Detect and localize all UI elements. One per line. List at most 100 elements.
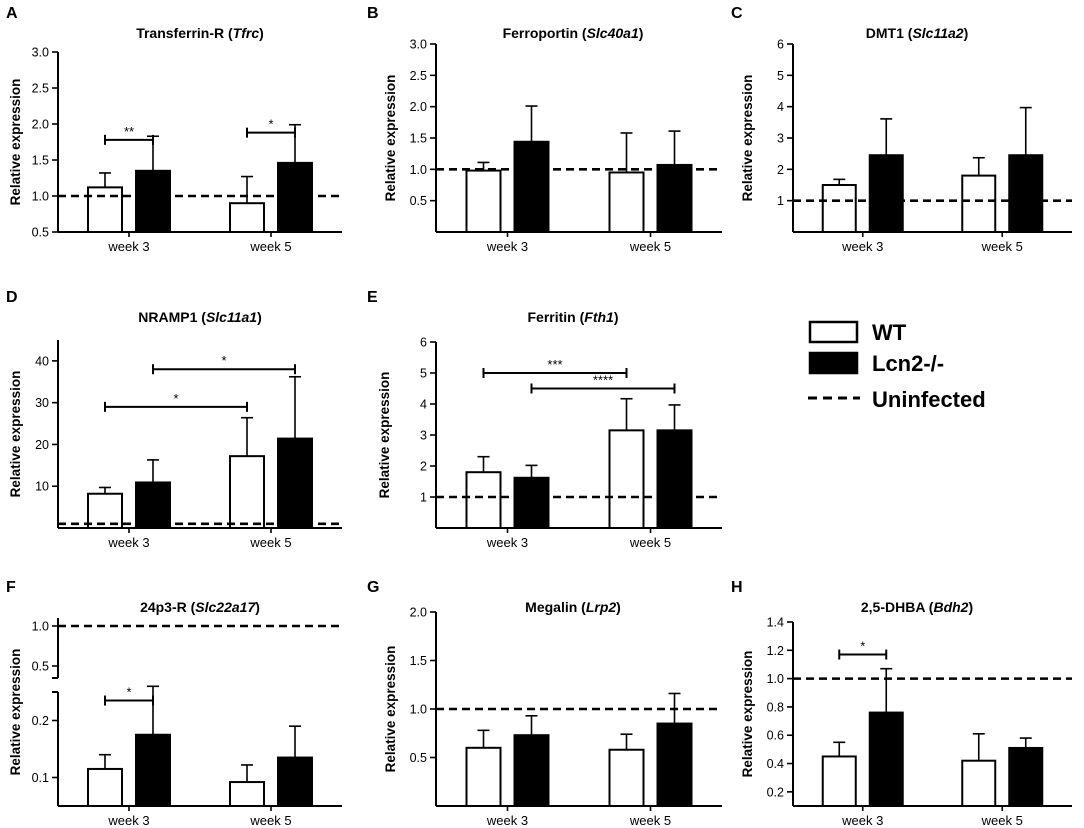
bar-ko-week3 — [135, 481, 171, 529]
y-tick-label: 5 — [420, 367, 427, 381]
x-tick-label: week 3 — [486, 239, 528, 254]
panel-f: F 24p3-R (Slc22a17) 1.0 0.5 0.2 0.1 Relative e… — [6, 579, 342, 828]
y-tick-label: 6 — [777, 38, 784, 52]
bar-wt-week5 — [608, 171, 645, 233]
bar-wt-week5 — [229, 781, 265, 807]
bar-wt-week3 — [465, 169, 502, 234]
y-tick-label: 1.0 — [410, 703, 427, 717]
y-tick-label: 0.1 — [32, 771, 49, 785]
y-axis-label: Relative expression — [383, 75, 398, 202]
y-tick-label: 0.4 — [767, 757, 784, 771]
panel-title: Transferrin-R (Tfrc) — [136, 25, 264, 41]
y-tick-label: 2.0 — [410, 606, 427, 620]
panel-title-gene: Fth1 — [584, 309, 614, 325]
y-tick-label: 1.4 — [767, 616, 784, 630]
y-tick-label: 0.5 — [410, 751, 427, 765]
panel-title-text: 2,5-DHBA ( — [861, 599, 934, 615]
bar-ko-week5 — [1008, 746, 1044, 808]
panel-title: Ferritin (Fth1) — [527, 309, 618, 325]
panel-title-end: ) — [255, 599, 260, 615]
panel-title-end: ) — [964, 25, 969, 41]
y-tick-label: 1.0 — [767, 672, 784, 686]
x-tick-label: week 5 — [629, 535, 671, 550]
panel-title-gene: Slc40a1 — [587, 25, 639, 41]
y-tick-label: 1 — [420, 491, 427, 505]
x-tick-label: week 3 — [486, 535, 528, 550]
bar-ko-week3 — [513, 140, 550, 233]
y-tick-label: 0.2 — [767, 785, 784, 799]
y-tick-label: 2 — [777, 163, 784, 177]
x-tick-label: week 5 — [629, 813, 671, 828]
bar-wt-week5 — [961, 174, 997, 234]
y-tick-label: 3 — [420, 429, 427, 443]
significance-label: **** — [593, 373, 613, 388]
bar-ko-week5 — [277, 161, 313, 234]
y-tick-label: 10 — [35, 480, 49, 494]
significance-label: * — [126, 685, 131, 700]
x-tick-label: week 5 — [981, 239, 1023, 254]
bar-wt-week3 — [87, 767, 123, 808]
bar-ko-week3 — [868, 711, 904, 807]
x-tick-label: week 5 — [249, 535, 291, 550]
panel-title-end: ) — [614, 309, 619, 325]
significance-label: *** — [547, 357, 562, 372]
y-tick-label: 2 — [420, 460, 427, 474]
panel-title-text: Ferritin ( — [527, 309, 584, 325]
bar-ko-week3 — [135, 733, 171, 807]
panel-title-text: Transferrin-R ( — [136, 25, 233, 41]
legend-wt-swatch — [808, 320, 859, 344]
significance-label: * — [268, 117, 273, 132]
y-axis-label: Relative expression — [740, 651, 755, 778]
bar-ko-week5 — [277, 437, 313, 529]
panel-title-end: ) — [616, 599, 621, 615]
bar-ko-week5 — [1008, 154, 1044, 234]
y-tick-label: 0.8 — [767, 700, 784, 714]
bar-wt-week5 — [608, 748, 645, 807]
panel-letter: G — [367, 579, 379, 596]
significance-label: * — [860, 639, 865, 654]
y-tick-label: 1.5 — [410, 654, 427, 668]
bar-wt-week5 — [229, 455, 265, 529]
bar-ko-week3 — [513, 476, 550, 529]
y-axis-label: Relative expression — [740, 75, 755, 202]
legend: WT Lcn2-/- Uninfected — [808, 320, 986, 412]
significance-label: * — [221, 353, 226, 368]
y-axis-label: Relative expression — [377, 372, 392, 499]
panel-title-end: ) — [259, 25, 264, 41]
panel-d: D NRAMP1 (Slc11a1) 40 30 20 10 Relative expres… — [6, 289, 342, 550]
x-tick-label: week 3 — [841, 239, 883, 254]
legend-uninfected-label: Uninfected — [872, 387, 986, 412]
panel-title: 24p3-R (Slc22a17) — [140, 599, 260, 615]
bar-wt-week3 — [87, 186, 123, 233]
panel-title: DMT1 (Slc11a2) — [866, 25, 968, 41]
x-tick-label: week 3 — [107, 813, 149, 828]
bar-ko-week5 — [277, 756, 313, 807]
panel-title-end: ) — [968, 599, 973, 615]
bar-wt-week5 — [229, 202, 265, 233]
x-tick-label: week 5 — [981, 813, 1023, 828]
panel-letter: H — [731, 579, 743, 596]
y-tick-label: 30 — [35, 396, 49, 410]
panel-letter: D — [6, 289, 18, 306]
y-tick-label: 4 — [777, 100, 784, 114]
panel-h: H 2,5-DHBA (Bdh2) 1.4 1.2 1.0 0.8 0.6 0.4 0.2 Rel… — [731, 579, 1072, 828]
bar-ko-week3 — [513, 734, 550, 807]
panel-letter: C — [731, 5, 743, 22]
panel-title-gene: Slc11a1 — [206, 309, 257, 325]
panel-title: NRAMP1 (Slc11a1) — [138, 309, 261, 325]
bar-ko-week5 — [656, 163, 693, 234]
y-tick-label: 3.0 — [410, 38, 427, 52]
y-tick-label: 0.5 — [32, 660, 49, 674]
y-tick-label: 1.0 — [410, 163, 427, 177]
bar-wt-week3 — [821, 755, 857, 808]
bar-ko-week3 — [135, 169, 171, 234]
significance-label: ** — [124, 124, 134, 139]
panel-title-text: DMT1 ( — [866, 25, 913, 41]
panel-e: E Ferritin (Fth1) 6 5 4 3 2 1 Relative expressio… — [367, 289, 722, 550]
legend-ko-label: Lcn2-/- — [872, 351, 944, 376]
x-tick-label: week 3 — [486, 813, 528, 828]
y-tick-label: 3.0 — [32, 46, 49, 60]
x-tick-label: week 3 — [107, 535, 149, 550]
y-tick-label: 2.0 — [32, 118, 49, 132]
